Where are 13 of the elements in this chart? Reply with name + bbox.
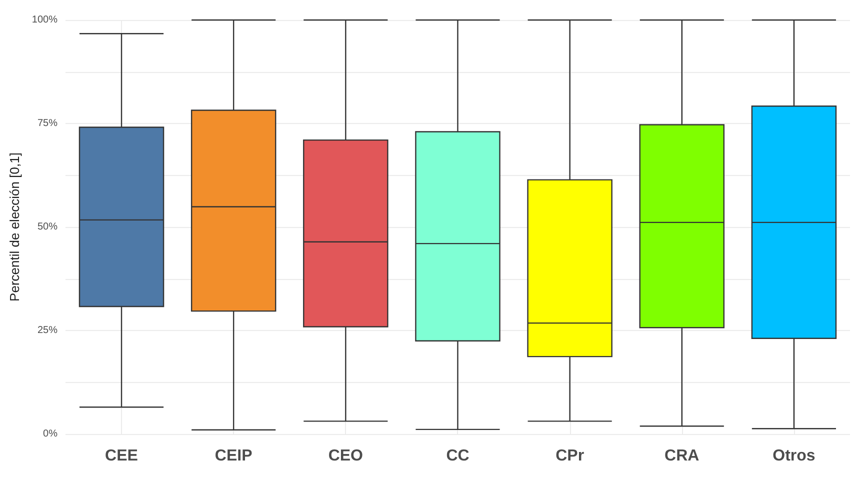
- x-tick-label: Otros: [772, 448, 816, 464]
- y-axis-title: Percentil de elección [0,1]: [7, 152, 22, 302]
- x-tick-label: CEIP: [214, 448, 253, 464]
- x-tick-label: CPr: [556, 448, 584, 464]
- y-tick-label: 50%: [37, 222, 58, 232]
- y-tick-label: 75%: [37, 118, 58, 129]
- y-tick-label: 25%: [37, 325, 58, 336]
- x-tick-label: CC: [446, 448, 470, 464]
- x-tick-label: CEE: [105, 448, 138, 464]
- y-tick-label: 100%: [32, 14, 58, 26]
- y-tick-label: 0%: [43, 428, 58, 440]
- x-tick-label: CRA: [664, 448, 700, 464]
- x-tick-label: CEO: [328, 448, 363, 464]
